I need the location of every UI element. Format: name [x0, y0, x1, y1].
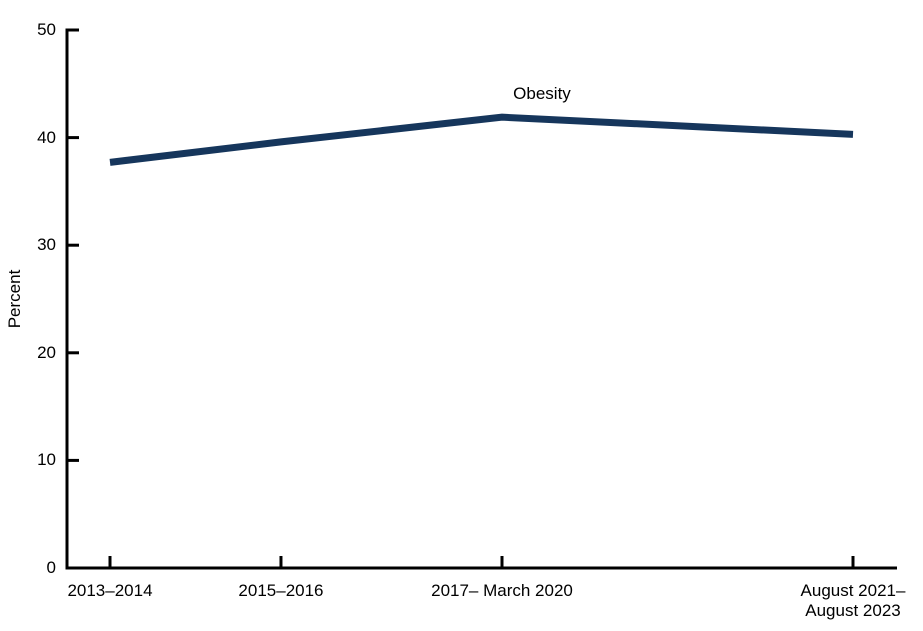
- y-tick-label: 20: [37, 342, 56, 362]
- x-tick-label: August 2021– August 2023: [800, 581, 906, 620]
- y-axis-title: Percent: [5, 269, 24, 329]
- y-tick-label: 30: [37, 235, 56, 255]
- obesity-trend-line: [109, 113, 854, 166]
- x-tick-label: 2015–2016: [238, 581, 324, 600]
- y-tick-label: 10: [37, 450, 56, 470]
- y-tick-label: 0: [46, 558, 56, 577]
- x-tick-label: 2017– March 2020: [431, 581, 573, 600]
- series-label-obesity: Obesity: [513, 84, 571, 104]
- y-tick-label: 40: [37, 127, 56, 147]
- x-tick-label: 2013–2014: [67, 581, 153, 600]
- y-tick-label: 50: [37, 20, 56, 39]
